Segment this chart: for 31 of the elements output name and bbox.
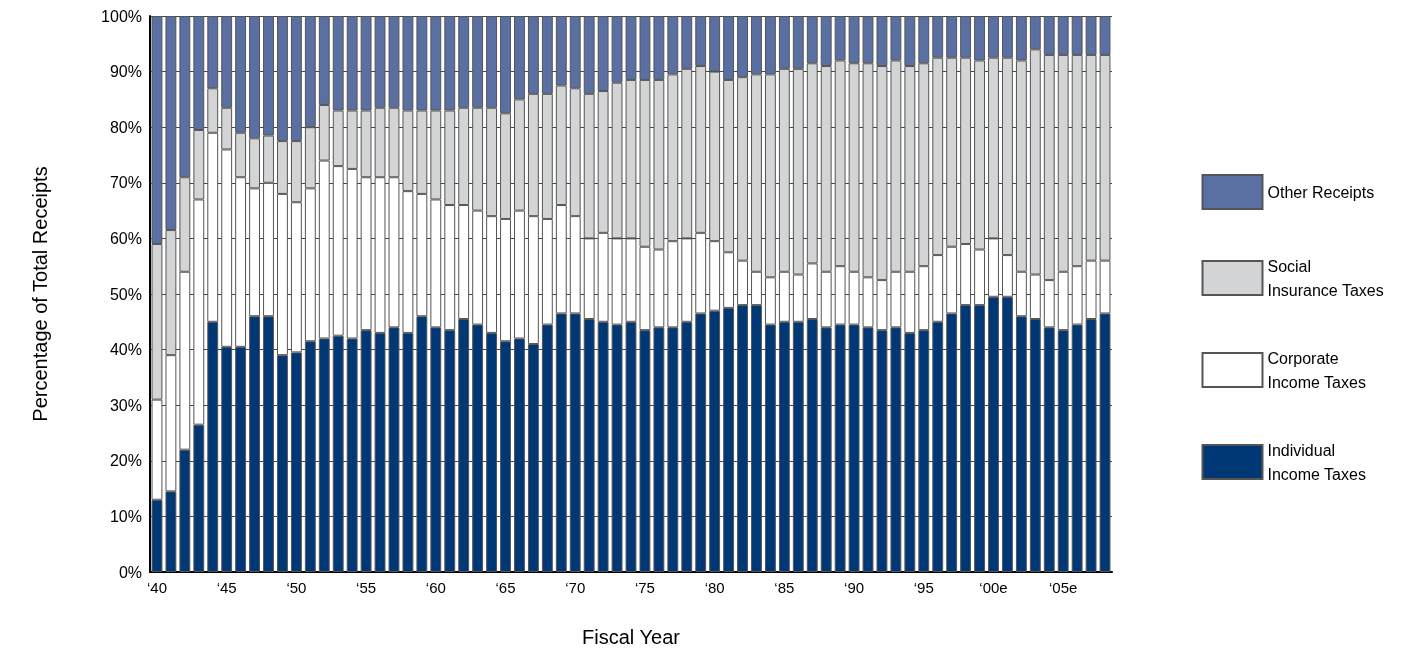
legend-label: Social Insurance Taxes (1267, 257, 1384, 299)
x-tick-label: ‘50 (286, 579, 307, 596)
x-tick-label: ‘60 (425, 579, 446, 596)
y-tick-label: 90% (109, 63, 142, 81)
y-axis-title: Percentage of Total Receipts (29, 166, 51, 422)
x-tick-label: ‘85 (774, 579, 795, 596)
x-tick-label: ‘75 (634, 579, 655, 596)
x-tick-label: ‘65 (495, 579, 516, 596)
y-tick-label: 40% (109, 341, 142, 359)
x-tick-label: ‘90 (844, 579, 865, 596)
x-tick-label: ‘55 (356, 579, 377, 596)
x-tick-label: ‘80 (704, 579, 725, 596)
x-tick-label: ‘95 (913, 579, 934, 596)
x-tick-label: ‘45 (216, 579, 237, 596)
y-tick-label: 80% (109, 118, 142, 136)
legend-label: Other Receipts (1267, 183, 1375, 201)
y-tick-label: 60% (109, 229, 142, 247)
y-tick-label: 30% (109, 396, 142, 414)
y-tick-label: 10% (109, 507, 142, 525)
y-tick-label: 100% (101, 7, 142, 25)
legend-label: Corporate Income Taxes (1267, 349, 1366, 391)
x-tick-label: ‘70 (565, 579, 586, 596)
y-tick-label: 0% (118, 563, 142, 581)
x-tick-label: ‘40 (146, 579, 167, 596)
x-tick-label: ‘00e (979, 579, 1008, 596)
y-tick-label: 20% (109, 452, 142, 470)
x-axis-title: Fiscal Year (582, 626, 681, 648)
y-tick-label: 70% (109, 174, 142, 192)
legend-label: Individual Income Taxes (1267, 441, 1366, 483)
x-tick-label: ‘05e (1049, 579, 1078, 596)
y-tick-label: 50% (109, 285, 142, 303)
